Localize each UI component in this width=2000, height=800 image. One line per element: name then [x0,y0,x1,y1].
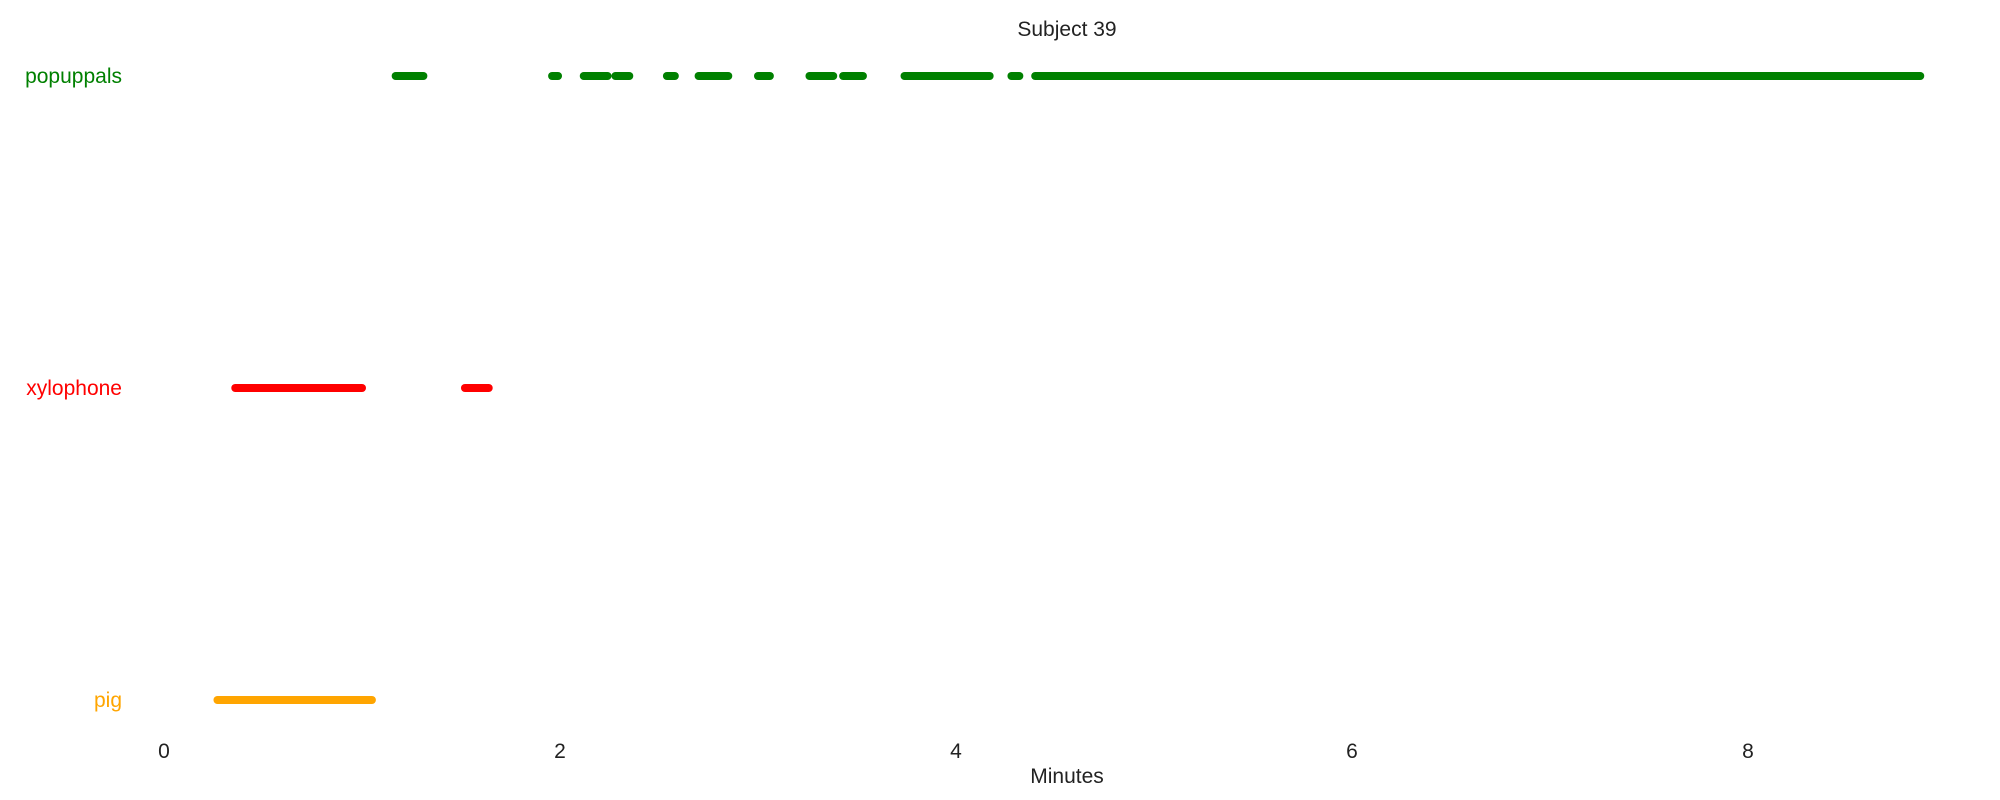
x-tick-label: 0 [158,740,170,763]
row-label-popuppals: popuppals [25,65,122,88]
chart-title: Subject 39 [1017,18,1116,41]
row-labels-layer: popuppals xylophone pig [25,65,122,712]
row-label-xylophone: xylophone [26,377,122,400]
row-label-pig: pig [94,689,122,712]
x-tick-label: 6 [1346,740,1358,763]
segments-layer [213,72,1925,704]
x-tick-label: 4 [950,740,962,763]
x-tick-label: 8 [1742,740,1754,763]
x-axis-label: Minutes [1030,765,1104,788]
x-ticks-layer: 0 2 4 6 8 [158,740,1754,763]
x-tick-label: 2 [554,740,566,763]
